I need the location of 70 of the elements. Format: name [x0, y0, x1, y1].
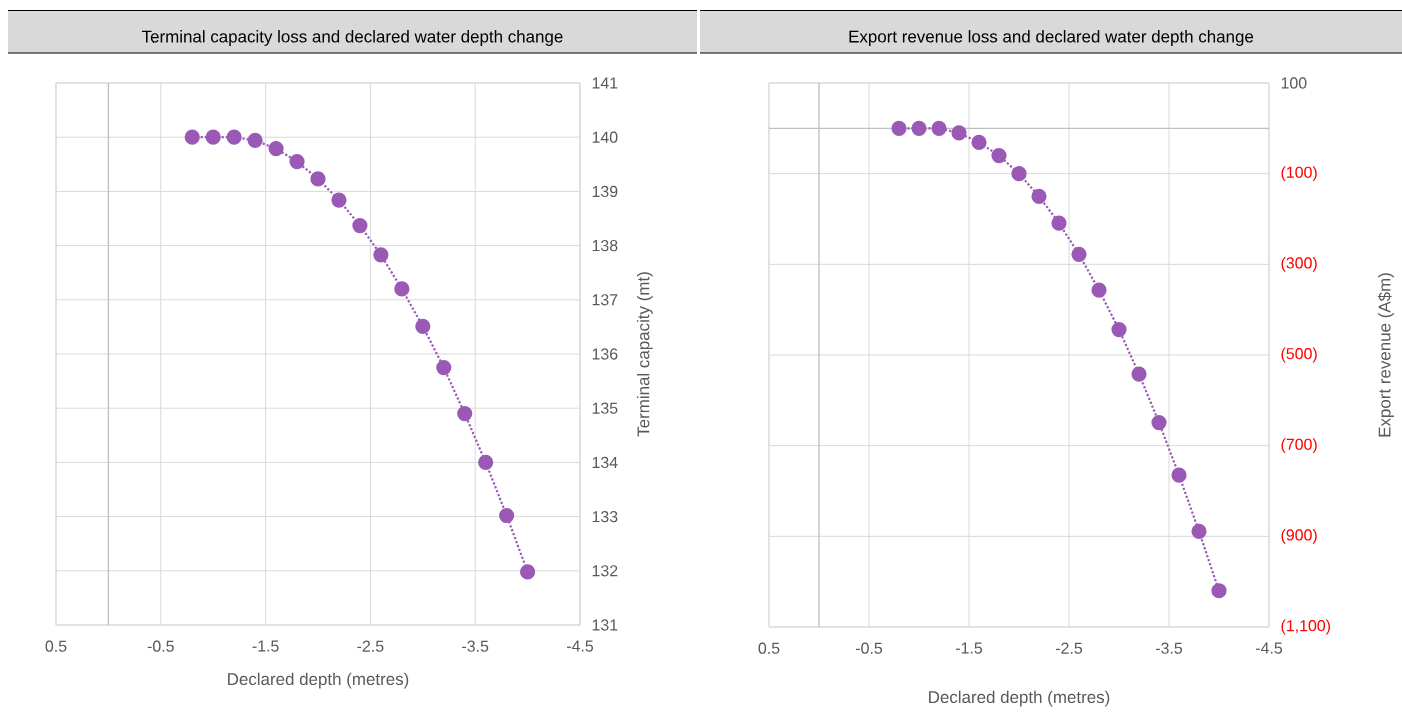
- y-axis-title: Terminal capacity (mt): [636, 272, 653, 437]
- point: [478, 454, 494, 471]
- x-axis-title: Declared depth (metres): [929, 690, 1110, 707]
- y-tick-label: 135: [592, 402, 618, 414]
- point: [1131, 366, 1147, 382]
- point: [499, 507, 515, 524]
- point: [226, 129, 242, 145]
- y-axis-title: Export revenue (A$m): [1377, 273, 1394, 437]
- point: [268, 140, 284, 157]
- point: [415, 318, 431, 334]
- y-tick-label: (300): [1281, 256, 1317, 272]
- point: [352, 217, 368, 234]
- x-tick-label: -2.5: [1055, 642, 1083, 654]
- y-tick-label: (900): [1281, 528, 1317, 544]
- x-tick-label: -4.5: [566, 640, 594, 652]
- y-tick-label: 133: [592, 510, 618, 523]
- x-axis-title: Declared depth (metres): [228, 672, 409, 689]
- y-tick-label: 138: [592, 239, 618, 252]
- point: [971, 134, 987, 150]
- point: [1151, 414, 1167, 431]
- chart-title: Export revenue loss and declared water depth change: [849, 30, 1254, 46]
- y-tick-label: 140: [592, 131, 618, 143]
- point: [373, 247, 389, 263]
- y-tick-label: 139: [592, 185, 618, 198]
- point: [184, 129, 200, 145]
- point: [1171, 467, 1187, 483]
- y-tick-label: (1,100): [1281, 619, 1331, 635]
- y-tick-label: 137: [592, 294, 618, 306]
- x-tick-label: -3.5: [1155, 642, 1183, 654]
- x-tick-label: -1.5: [252, 640, 279, 652]
- point: [991, 147, 1007, 164]
- point: [247, 132, 263, 149]
- point: [931, 120, 947, 136]
- chart-title: Terminal capacity loss and declared water depth change: [141, 30, 563, 46]
- x-tick-label: 0.5: [45, 640, 67, 652]
- y-tick-label: 141: [592, 77, 618, 89]
- point: [1011, 166, 1027, 182]
- point: [394, 281, 410, 297]
- x-tick-label: -0.5: [855, 642, 883, 654]
- y-tick-label: 100: [1281, 77, 1307, 89]
- point: [331, 192, 347, 208]
- point: [1051, 215, 1067, 231]
- x-tick-label: -0.5: [147, 640, 174, 652]
- y-tick-label: 134: [592, 456, 618, 469]
- point: [436, 359, 452, 376]
- point: [205, 129, 221, 145]
- y-tick-label: 131: [592, 619, 618, 631]
- point: [1031, 188, 1047, 204]
- x-tick-label: -1.5: [955, 642, 983, 654]
- point: [457, 406, 473, 422]
- y-tick-label: 132: [592, 565, 618, 577]
- x-tick-label: -4.5: [1255, 642, 1283, 654]
- point: [891, 120, 907, 136]
- point: [310, 171, 326, 187]
- point: [1111, 322, 1127, 338]
- x-tick-label: -2.5: [357, 640, 384, 652]
- y-tick-label: (500): [1281, 347, 1317, 363]
- x-tick-label: -3.5: [462, 640, 489, 652]
- point: [1191, 523, 1207, 539]
- point: [1091, 282, 1107, 298]
- point: [520, 564, 536, 580]
- y-tick-label: 136: [592, 348, 618, 360]
- point: [289, 153, 305, 170]
- x-tick-label: 0.5: [758, 642, 780, 654]
- y-tick-label: (700): [1281, 438, 1317, 454]
- point: [951, 125, 967, 141]
- y-tick-label: (100): [1281, 166, 1317, 182]
- point: [1211, 583, 1227, 599]
- point: [911, 120, 927, 136]
- point: [1071, 246, 1087, 262]
